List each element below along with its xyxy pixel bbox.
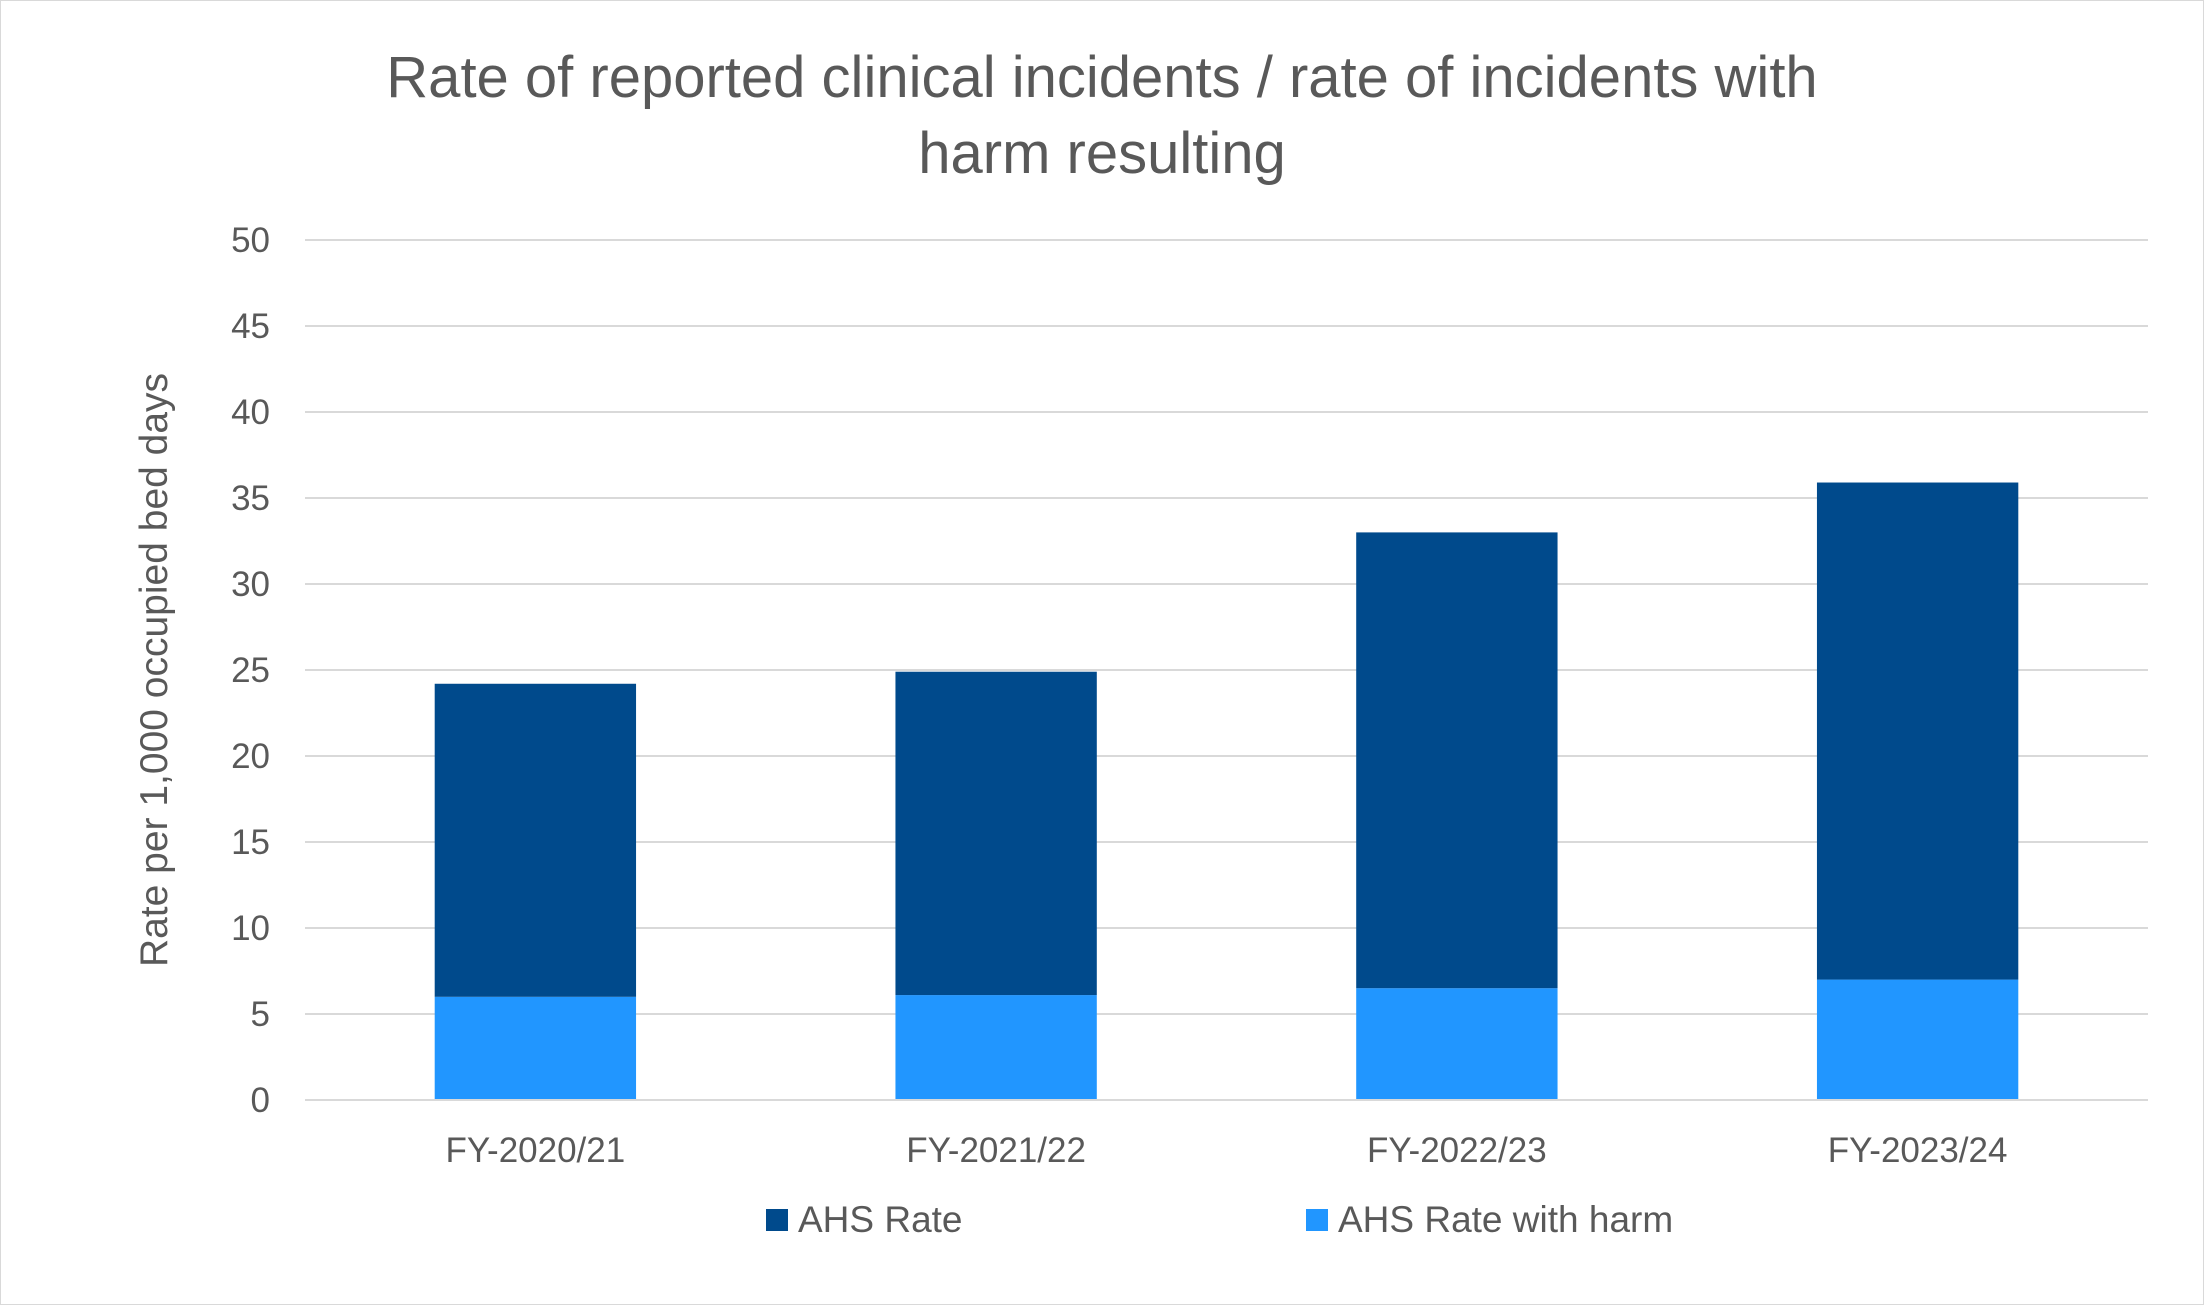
chart-title-line-2: harm resulting xyxy=(918,121,1286,186)
y-tick-label: 30 xyxy=(231,565,270,604)
bar-ahs-rate-3 xyxy=(1816,482,2019,980)
y-tick-label: 45 xyxy=(231,307,270,346)
y-tick-label: 20 xyxy=(231,737,270,776)
y-axis-title: Rate per 1,000 occupied bed days xyxy=(133,373,176,967)
y-tick-label: 50 xyxy=(231,221,270,260)
bar-ahs-rate-0 xyxy=(434,683,637,997)
bar-ahs-rate-1 xyxy=(895,671,1097,996)
bar-ahs-rate-with-harm-1 xyxy=(895,995,1097,1100)
legend-swatch xyxy=(766,1209,788,1231)
y-tick-label: 5 xyxy=(251,995,270,1034)
x-tick-label: FY-2021/22 xyxy=(906,1131,1086,1170)
y-tick-label: 40 xyxy=(231,393,270,432)
y-tick-label: 0 xyxy=(251,1081,270,1120)
x-axis-ticks: FY-2020/21 FY-2021/22 FY-2022/23 FY-2023/24 xyxy=(446,1131,2008,1170)
x-tick-label: FY-2022/23 xyxy=(1367,1131,1547,1170)
bars xyxy=(434,482,2019,1100)
bar-ahs-rate-with-harm-2 xyxy=(1356,988,1558,1100)
bar-ahs-rate-with-harm-0 xyxy=(434,996,637,1100)
y-tick-label: 35 xyxy=(231,479,270,518)
y-tick-label: 15 xyxy=(231,823,270,862)
chart-title: Rate of reported clinical incidents / ra… xyxy=(0,40,2204,192)
y-tick-label: 10 xyxy=(231,909,270,948)
y-axis-ticks: 0 5 10 15 20 25 30 35 40 45 50 xyxy=(231,221,270,1120)
legend: AHS Rate AHS Rate with harm xyxy=(766,1199,1673,1240)
legend-swatch xyxy=(1306,1209,1328,1231)
chart-title-line-1: Rate of reported clinical incidents / ra… xyxy=(386,45,1818,110)
bar-ahs-rate-with-harm-3 xyxy=(1816,979,2019,1100)
x-tick-label: FY-2023/24 xyxy=(1828,1131,2008,1170)
legend-label: AHS Rate with harm xyxy=(1338,1199,1673,1240)
x-tick-label: FY-2020/21 xyxy=(446,1131,626,1170)
bar-ahs-rate-2 xyxy=(1356,532,1558,989)
y-tick-label: 25 xyxy=(231,651,270,690)
legend-label: AHS Rate xyxy=(798,1199,963,1240)
